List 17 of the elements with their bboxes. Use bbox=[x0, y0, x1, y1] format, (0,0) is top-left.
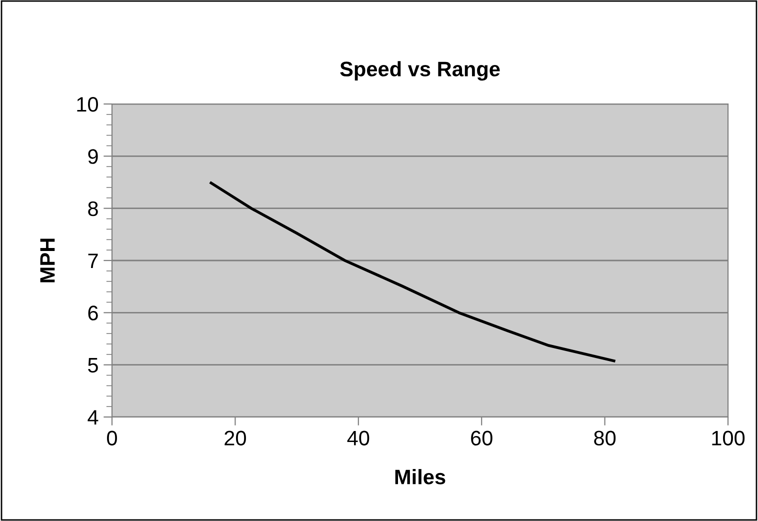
x-tick-label: 60 bbox=[471, 430, 492, 446]
x-tick-label: 100 bbox=[712, 430, 745, 446]
y-tick-label: 6 bbox=[88, 306, 98, 320]
y-tick-label: 4 bbox=[88, 410, 98, 425]
chart-title: Speed vs Range bbox=[340, 61, 500, 81]
x-tick-label: 80 bbox=[594, 430, 616, 446]
x-tick-label: 40 bbox=[347, 430, 370, 446]
line-series bbox=[208, 180, 617, 363]
x-tick-label: 20 bbox=[224, 430, 246, 446]
y-tick-label: 9 bbox=[88, 149, 98, 164]
y-tick-label: 8 bbox=[88, 201, 98, 216]
y-axis-title: MPH bbox=[40, 238, 55, 282]
y-tick-label: 10 bbox=[77, 97, 98, 112]
x-tick-label: 0 bbox=[107, 430, 117, 446]
y-tick-label: 5 bbox=[88, 358, 98, 373]
y-tick-label: 7 bbox=[88, 254, 98, 268]
x-axis-title: Miles bbox=[395, 469, 446, 484]
